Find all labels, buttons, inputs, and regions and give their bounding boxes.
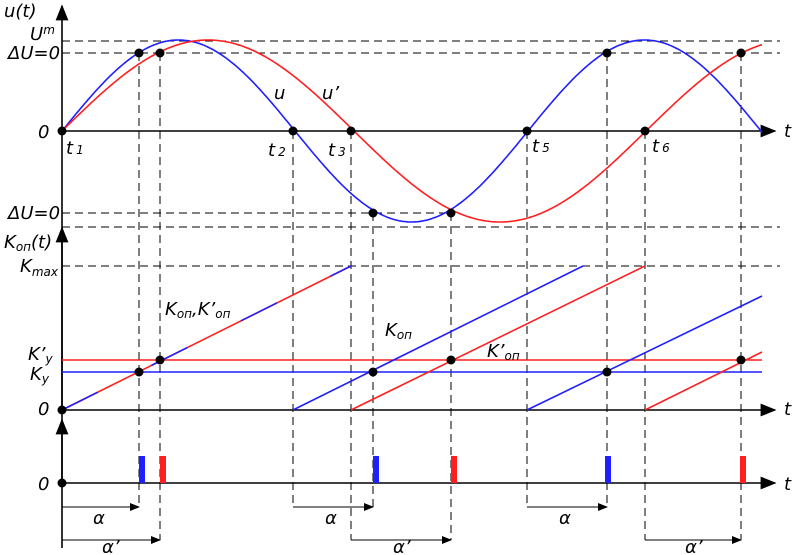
label: α: [325, 508, 337, 529]
shape: [160, 456, 166, 483]
label-part: K: [30, 364, 43, 385]
label: 0: [38, 474, 49, 495]
shape: [288, 126, 298, 136]
label-part: y: [45, 352, 54, 366]
axes: [55, 4, 777, 548]
label: t: [784, 121, 792, 142]
pulses: [139, 456, 746, 483]
label-part: K: [20, 256, 33, 277]
label: Kоп,K’оп: [165, 299, 231, 321]
label-part: оп: [215, 307, 230, 321]
label-part: t: [652, 136, 660, 157]
label-part: оп: [505, 349, 520, 363]
shape: [57, 126, 67, 136]
shape: [740, 456, 746, 483]
shape: [57, 478, 67, 488]
label: u’: [322, 83, 339, 104]
shape: [155, 355, 165, 365]
label-part: t: [532, 136, 540, 157]
label-part: U: [30, 24, 43, 45]
label-part: K: [165, 299, 178, 320]
label-part: K: [4, 232, 17, 253]
shape: [139, 456, 145, 483]
shape: [292, 265, 584, 411]
label: α’: [685, 537, 703, 555]
label: α’: [102, 537, 120, 555]
k-lines: [61, 265, 763, 411]
axis-label: u(t): [4, 1, 37, 22]
label: 0: [38, 122, 49, 143]
shape: [526, 295, 763, 411]
label-part: ,K’: [192, 299, 216, 320]
shape: [602, 367, 612, 377]
dimensions: [62, 503, 742, 544]
shape: [736, 355, 746, 365]
label-part: K’: [487, 341, 505, 362]
label-part: оп: [177, 307, 192, 321]
shape: [350, 265, 646, 411]
label-part: t: [328, 140, 336, 161]
shape: [451, 456, 457, 483]
label: K’оп: [487, 341, 520, 363]
axis-label: Kоп(t): [4, 232, 52, 254]
shape: [61, 265, 352, 411]
label-part: оп: [397, 328, 412, 342]
label: t: [784, 399, 792, 420]
label-part: m: [43, 23, 55, 37]
shape: [446, 355, 456, 365]
shape: [368, 208, 378, 218]
label-part: 6: [662, 141, 670, 155]
label-part: оп: [16, 240, 31, 254]
shape: [373, 456, 379, 483]
label-part: 3: [338, 145, 346, 159]
blue-sine: [61, 39, 763, 223]
label: Ky: [30, 364, 50, 386]
label: K’y: [28, 344, 54, 366]
label-part: (t): [31, 232, 52, 253]
label: ΔU=0: [6, 43, 60, 64]
label: ΔU=0: [6, 203, 60, 224]
label: Kmax: [20, 256, 59, 279]
label-part: max: [32, 265, 59, 279]
label-part: K: [385, 320, 398, 341]
shape: [155, 48, 165, 58]
label: α’: [393, 537, 411, 555]
label: Um: [30, 23, 55, 45]
label-part: 2: [278, 145, 286, 159]
shape: [736, 48, 746, 58]
shape: [446, 208, 456, 218]
points: [57, 48, 746, 488]
label: Kоп: [385, 320, 412, 342]
shape: [134, 48, 144, 58]
label: u: [274, 83, 285, 104]
label: α: [559, 508, 571, 529]
shape: [57, 405, 67, 415]
shape: [640, 126, 650, 136]
label-part: y: [41, 372, 50, 386]
shape: [602, 48, 612, 58]
label-part: t: [268, 140, 276, 161]
label-part: t: [66, 138, 74, 159]
shape: [605, 456, 611, 483]
shape: [346, 126, 356, 136]
label-part: 1: [76, 143, 84, 157]
label: 0: [38, 399, 49, 420]
shape: [368, 367, 378, 377]
label-part: 5: [542, 141, 550, 155]
label: t: [784, 474, 792, 495]
shape: [522, 126, 532, 136]
label: α: [93, 508, 105, 529]
label-part: K’: [28, 344, 46, 365]
shape: [134, 367, 144, 377]
guides: [62, 40, 780, 540]
